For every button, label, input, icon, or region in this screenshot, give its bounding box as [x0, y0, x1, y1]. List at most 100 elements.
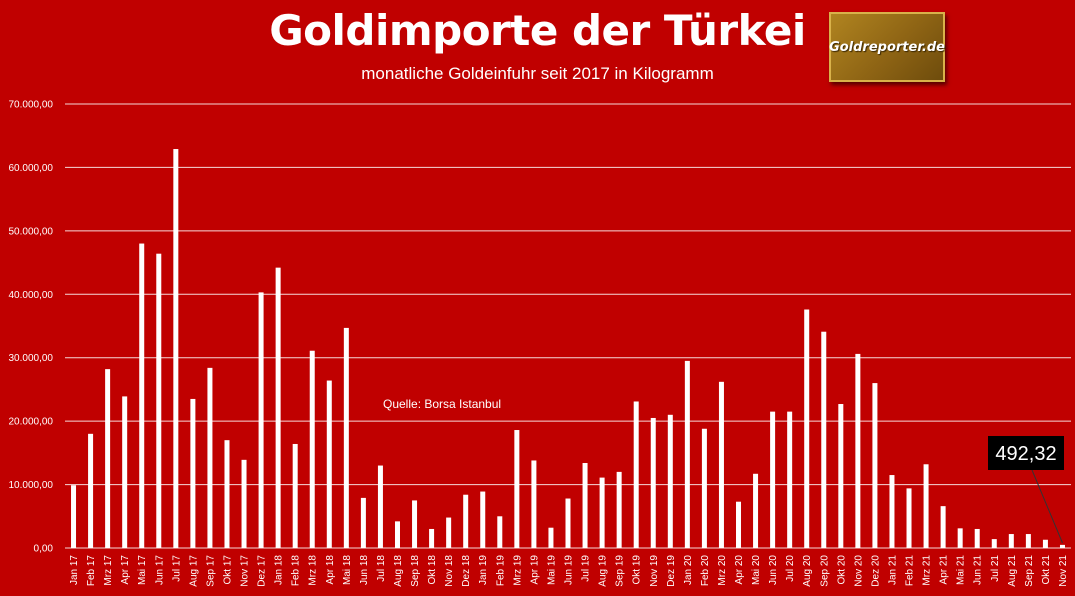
bar: [787, 411, 793, 548]
x-tick-label: Apr 21: [939, 555, 950, 585]
bar: [514, 430, 520, 548]
x-tick-label: Jul 17: [171, 555, 182, 582]
bar: [923, 464, 929, 548]
x-tick-label: Dez 17: [257, 555, 268, 587]
bar: [1008, 534, 1014, 548]
bar: [173, 149, 179, 548]
x-tick-label: Mrz 19: [512, 555, 523, 586]
bars: [71, 149, 1065, 549]
x-tick-label: Apr 19: [529, 555, 540, 585]
bar: [770, 411, 776, 548]
x-tick-label: Dez 20: [870, 555, 881, 587]
y-tick-label: 50.000,00: [9, 226, 54, 237]
x-tick-label: Dez 19: [666, 555, 677, 587]
x-tick-label: Jan 19: [478, 555, 489, 585]
y-tick-label: 0,00: [34, 544, 54, 555]
y-tick-label: 40.000,00: [9, 290, 54, 301]
x-tick-label: Aug 20: [802, 555, 813, 587]
x-tick-label: Nov 21: [1058, 555, 1069, 587]
x-tick-label: Jan 17: [69, 555, 80, 585]
bar: [377, 465, 383, 548]
x-tick-label: Jul 21: [990, 555, 1001, 582]
x-tick-label: Jun 18: [359, 555, 370, 585]
source-note: Quelle: Borsa Istanbul: [383, 397, 501, 411]
chart-subtitle: monatliche Goldeinfuhr seit 2017 in Kilo…: [361, 64, 714, 83]
x-tick-label: Aug 17: [188, 555, 199, 587]
goldreporter-logo: Goldreporter.de: [829, 12, 945, 82]
x-tick-label: Apr 18: [325, 555, 336, 585]
x-tick-label: Feb 18: [291, 555, 302, 587]
bar: [446, 517, 452, 548]
bar: [889, 475, 895, 548]
x-tick-label: Jul 19: [581, 555, 592, 582]
bar: [667, 414, 673, 548]
x-tick-label: Jan 20: [683, 555, 694, 585]
bar: [122, 396, 128, 548]
x-tick-label: Jul 18: [376, 555, 387, 582]
bar: [1042, 539, 1048, 548]
callout-box: [988, 436, 1064, 470]
bar: [139, 243, 145, 549]
bar: [190, 398, 196, 548]
x-tick-label: Mrz 21: [922, 555, 933, 586]
bar: [906, 488, 912, 548]
bar: [633, 401, 639, 548]
bar: [753, 473, 759, 548]
value-callout: 492,32: [988, 436, 1064, 544]
bar: [582, 463, 588, 548]
y-tick-label: 30.000,00: [9, 353, 54, 364]
x-tick-label: Nov 18: [444, 555, 455, 587]
x-tick-label: Jun 21: [973, 555, 984, 585]
x-tick-label: Mrz 17: [103, 555, 114, 586]
bar: [838, 404, 844, 548]
x-tick-label: Feb 20: [700, 555, 711, 587]
bar: [156, 253, 162, 549]
x-tick-label: Aug 18: [393, 555, 404, 587]
x-tick-label: Sep 19: [615, 555, 626, 587]
bar: [88, 433, 94, 548]
x-tick-label: Feb 17: [86, 555, 97, 587]
x-tick-label: Jun 20: [768, 555, 779, 585]
bar: [241, 459, 247, 548]
bar: [292, 443, 298, 548]
callout-value: 492,32: [995, 443, 1056, 465]
x-tick-label: Sep 18: [410, 555, 421, 587]
bar: [991, 539, 997, 548]
bar: [105, 369, 111, 548]
x-tick-label: Nov 17: [240, 555, 251, 587]
x-tick-label: Mai 20: [751, 555, 762, 585]
x-tick-label: Dez 18: [461, 555, 472, 587]
x-tick-label: Mai 18: [342, 555, 353, 585]
x-tick-label: Jan 21: [887, 555, 898, 585]
gridlines: [65, 103, 1071, 549]
bar: [463, 494, 469, 548]
bar: [548, 527, 554, 548]
bar: [1025, 534, 1031, 548]
chart-title: Goldimporte der Türkei: [269, 6, 806, 55]
x-tick-label: Okt 18: [427, 555, 438, 585]
bar: [718, 381, 724, 548]
bar: [855, 353, 861, 548]
x-tick-label: Aug 19: [598, 555, 609, 587]
x-tick-label: Sep 21: [1024, 555, 1035, 587]
x-tick-label: Okt 17: [222, 555, 233, 585]
bar: [684, 360, 690, 548]
y-tick-label: 20.000,00: [9, 417, 54, 428]
y-axis-ticks: 0,00 10.000,00 20.000,00 30.000,00 40.000,00…: [9, 100, 54, 555]
bar: [412, 500, 418, 548]
x-tick-label: Mai 21: [956, 555, 967, 585]
x-tick-label: Okt 21: [1041, 555, 1052, 585]
x-tick-label: Feb 21: [905, 555, 916, 587]
bar: [480, 491, 486, 548]
x-tick-label: Mai 17: [137, 555, 148, 585]
bar: [616, 471, 622, 548]
x-tick-label: Mai 19: [546, 555, 557, 585]
bar: [736, 501, 742, 548]
bar: [326, 380, 332, 548]
x-tick-label: Aug 21: [1007, 555, 1018, 587]
bar: [497, 516, 503, 548]
bar: [394, 521, 400, 548]
bar: [224, 440, 230, 548]
bar: [701, 428, 707, 548]
